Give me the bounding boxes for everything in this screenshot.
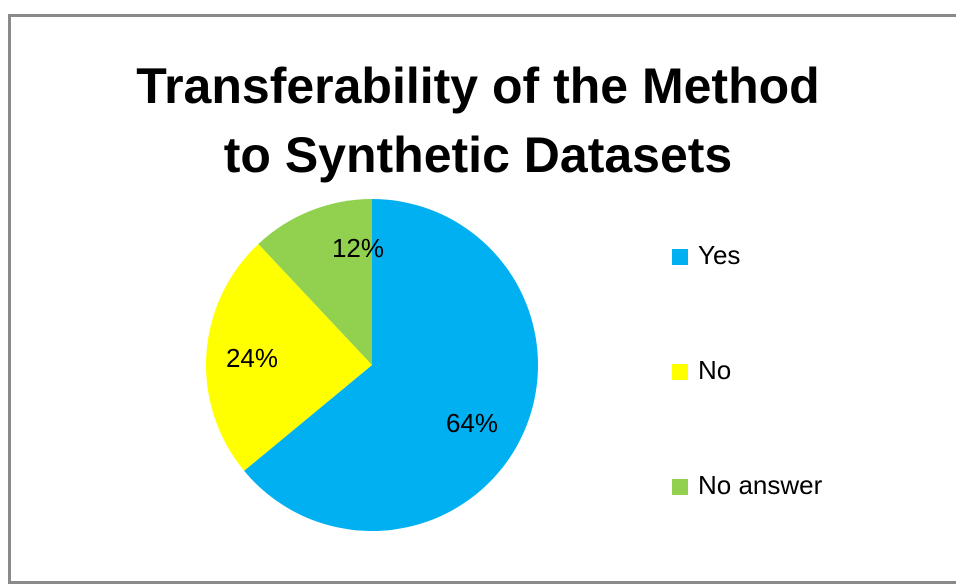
- legend: Yes No No answer: [672, 240, 823, 500]
- pie-slice-no: [206, 243, 372, 471]
- legend-label-no: No: [698, 355, 731, 385]
- pie-slice-labels: 64% 24% 12%: [226, 233, 498, 438]
- pie-slices: [206, 199, 538, 531]
- legend-label-no-answer: No answer: [698, 470, 823, 500]
- chart-title-line-2: to Synthetic Datasets: [223, 127, 733, 183]
- legend-swatch-no: [672, 364, 688, 380]
- data-label-no-answer: 12%: [332, 233, 384, 263]
- legend-swatch-no-answer: [672, 479, 688, 495]
- legend-label-yes: Yes: [698, 240, 740, 270]
- pie-chart: 64% 24% 12% Yes No No answer: [206, 199, 823, 531]
- chart-title-line-1: Transferability of the Method: [136, 58, 820, 114]
- data-label-no: 24%: [226, 343, 278, 373]
- chart-title: Transferability of the Method to Synthet…: [0, 52, 956, 190]
- pie-slice-yes: [244, 199, 538, 531]
- data-label-yes: 64%: [446, 408, 498, 438]
- legend-swatch-yes: [672, 249, 688, 265]
- pie-slice-no-answer: [258, 199, 372, 365]
